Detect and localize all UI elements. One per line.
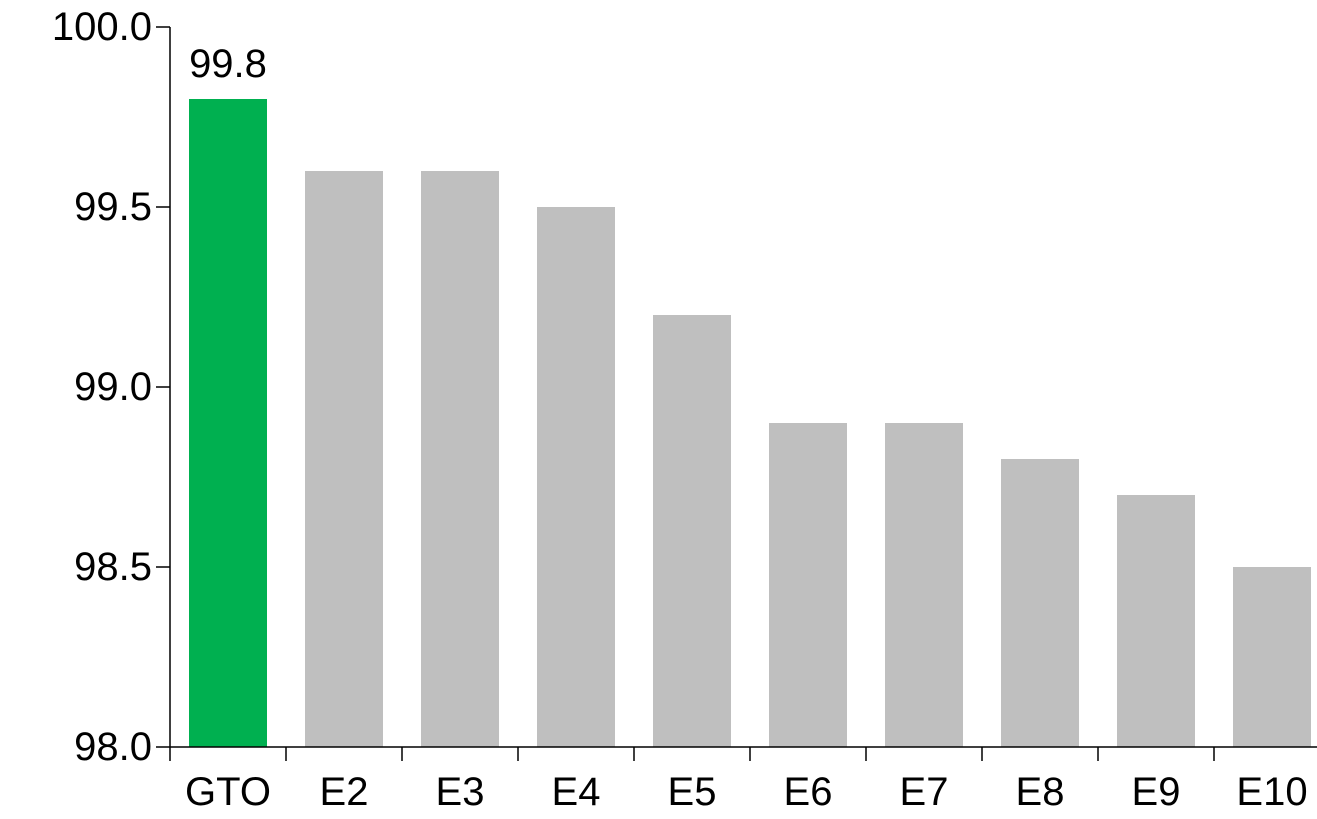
bar-e2 [305,171,383,747]
x-tick-label-e2: E2 [320,770,369,814]
x-tick-label-e9: E9 [1132,770,1181,814]
bar-e10 [1233,567,1311,747]
x-tick-label-e3: E3 [436,770,485,814]
bar-e3 [421,171,499,747]
bar-e9 [1117,495,1195,747]
x-tick-label-e4: E4 [552,770,601,814]
labels-layer: 98.0 98.5 99.0 99.5 100.0 GTO E2 E3 E4 E5 E6 E7 E8 E9… [52,5,1308,814]
x-tick-label-gto: GTO [185,770,271,814]
axes-layer [156,26,1317,761]
data-label-gto: 99.8 [189,42,267,86]
y-tick-label: 98.5 [74,545,152,589]
x-tick-label-e10: E10 [1236,770,1307,814]
y-tick-label: 99.0 [74,365,152,409]
x-tick-label-e6: E6 [784,770,833,814]
x-tick-label-e8: E8 [1016,770,1065,814]
bar-e6 [769,423,847,747]
bar-gto [189,99,267,747]
y-tick-label: 100.0 [52,5,152,49]
bars-layer [189,99,1311,747]
y-tick-label: 98.0 [74,725,152,769]
x-tick-label-e5: E5 [668,770,717,814]
bar-e5 [653,315,731,747]
bar-e4 [537,207,615,747]
bar-e8 [1001,459,1079,747]
bar-e7 [885,423,963,747]
x-tick-label-e7: E7 [900,770,949,814]
y-tick-label: 99.5 [74,185,152,229]
